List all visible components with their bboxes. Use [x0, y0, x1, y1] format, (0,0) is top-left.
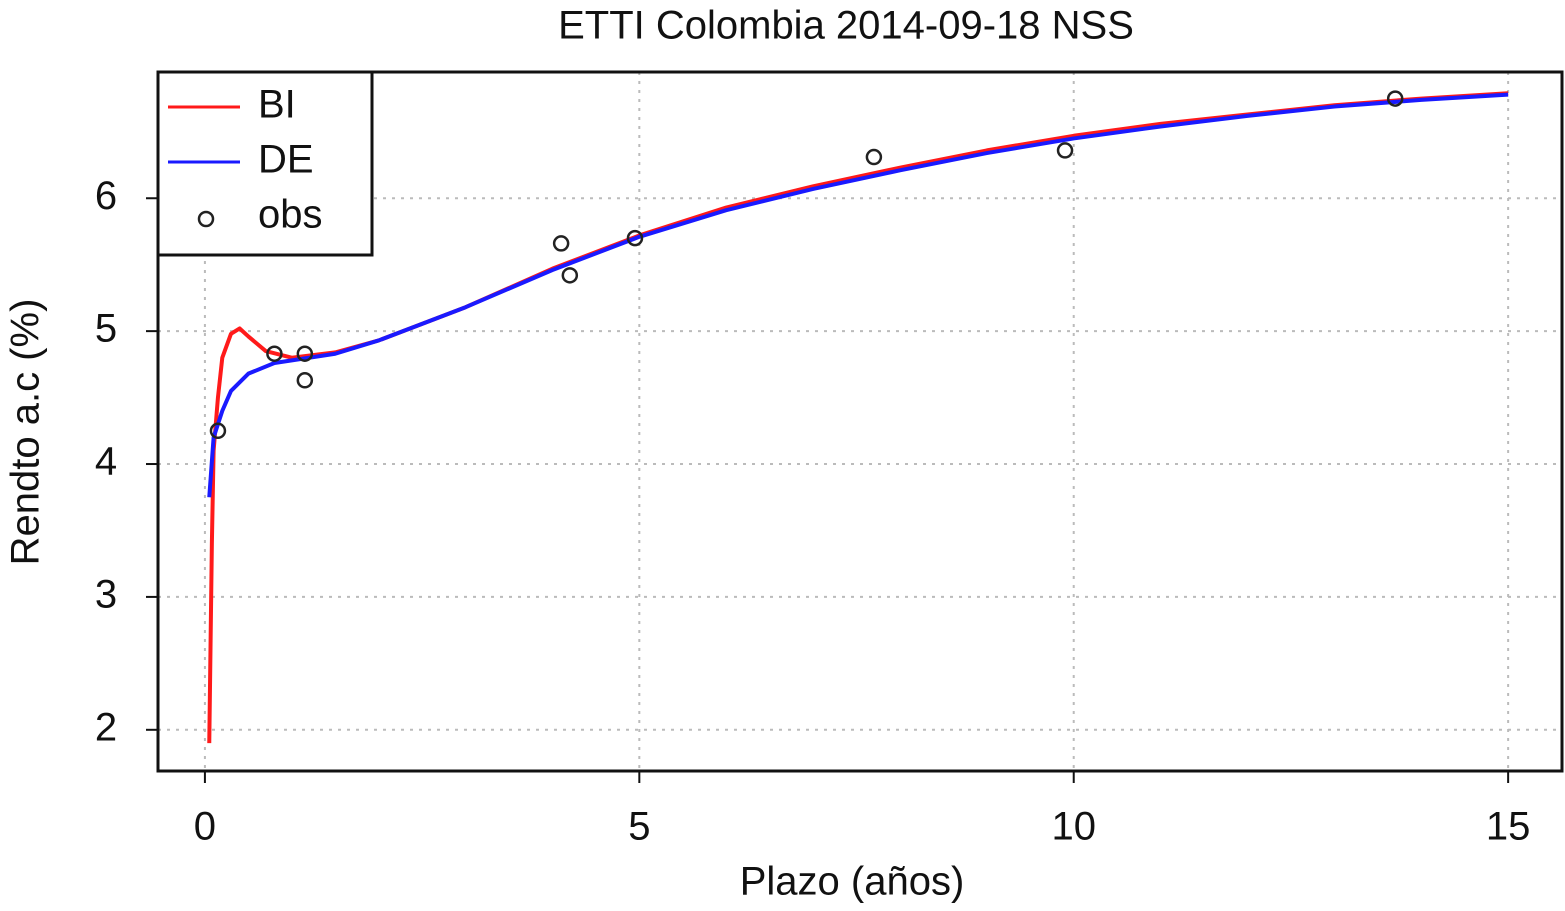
- obs-point: [296, 372, 314, 389]
- y-axis-label: Rendto a.c (%): [4, 299, 48, 566]
- legend-marker: [197, 210, 215, 228]
- x-axis-label: Plazo (años): [740, 860, 965, 904]
- obs-point: [626, 229, 644, 247]
- x-tick-label: 15: [1486, 805, 1531, 849]
- x-tick-label: 10: [1051, 805, 1096, 849]
- y-tick-label: 3: [95, 572, 117, 616]
- series-line: [207, 91, 1509, 744]
- legend-label: BI: [258, 83, 296, 127]
- obs-point: [1386, 90, 1404, 107]
- obs-point: [266, 345, 283, 362]
- y-tick-label: 5: [95, 307, 117, 351]
- obs-point: [561, 267, 579, 284]
- obs-point: [296, 345, 314, 362]
- obs-point: [1056, 142, 1074, 159]
- obs-point: [209, 422, 227, 440]
- y-tick-label: 4: [95, 440, 117, 484]
- x-tick-label: 0: [194, 805, 216, 849]
- obs-point: [865, 148, 883, 166]
- chart-title: ETTI Colombia 2014-09-18 NSS: [558, 4, 1134, 48]
- legend-label: DE: [258, 138, 314, 182]
- y-tick-label: 6: [95, 174, 117, 218]
- y-tick-label: 2: [95, 705, 117, 749]
- legend-label: obs: [258, 193, 323, 237]
- x-tick-label: 5: [628, 805, 650, 849]
- obs-point: [552, 235, 570, 252]
- plot-frame: [156, 70, 1564, 773]
- series-line: [207, 92, 1509, 498]
